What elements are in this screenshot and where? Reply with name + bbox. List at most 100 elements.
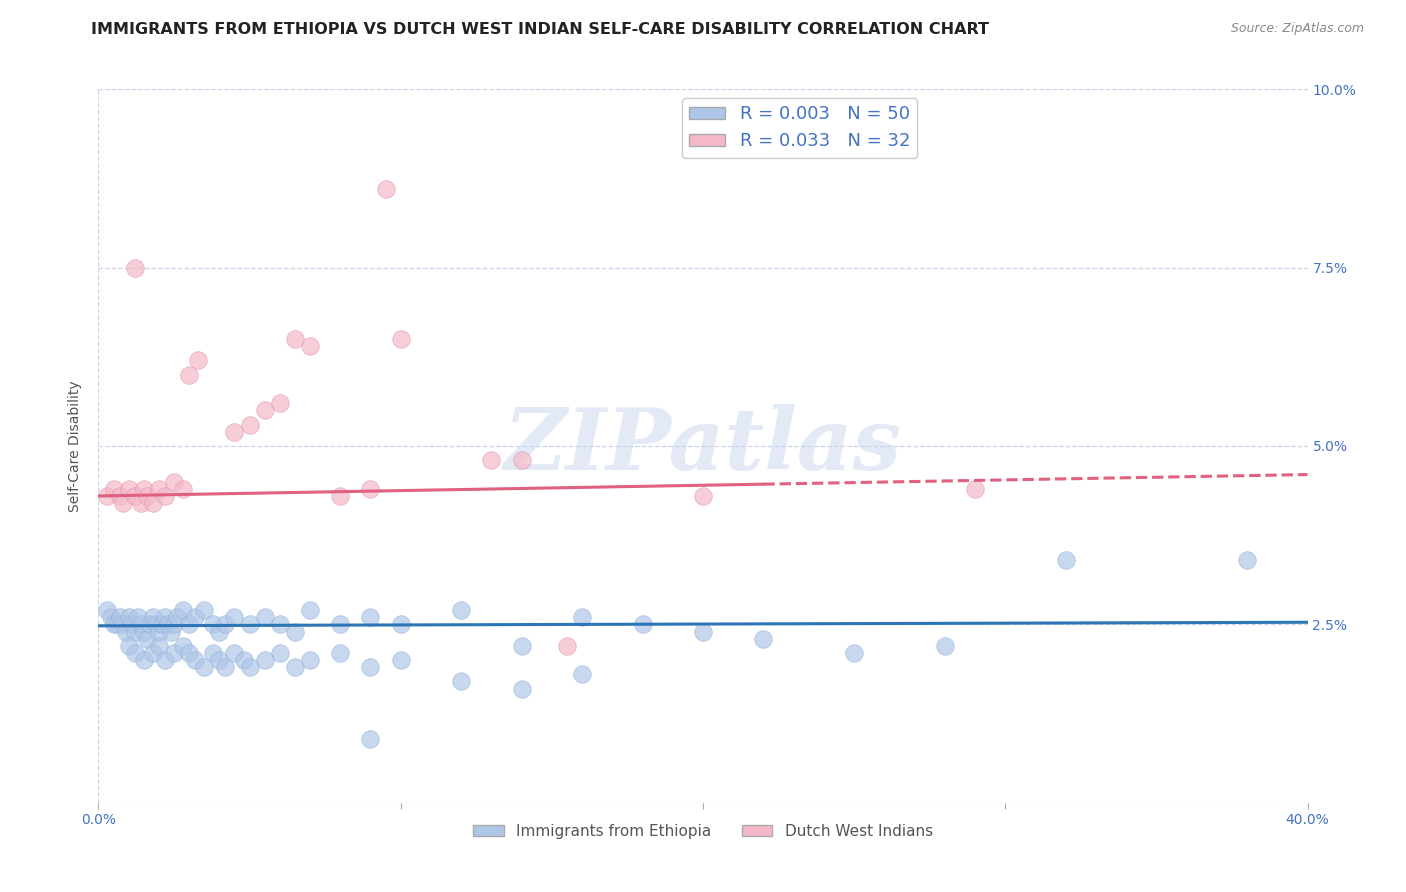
Point <box>139 617 162 632</box>
Point <box>103 617 125 632</box>
Point <box>118 639 141 653</box>
Point <box>269 617 291 632</box>
Point <box>450 603 472 617</box>
Point <box>132 482 155 496</box>
Point <box>224 425 246 439</box>
Point <box>132 624 155 639</box>
Point <box>269 646 291 660</box>
Point <box>224 646 246 660</box>
Point <box>124 624 146 639</box>
Point <box>121 617 143 632</box>
Point <box>172 639 194 653</box>
Point <box>1054 553 1077 567</box>
Point <box>299 653 322 667</box>
Point <box>360 731 382 746</box>
Point <box>232 653 254 667</box>
Point <box>96 603 118 617</box>
Point <box>163 475 186 489</box>
Point <box>389 617 412 632</box>
Point <box>239 617 262 632</box>
Point <box>299 603 322 617</box>
Point <box>193 660 215 674</box>
Point <box>374 182 396 196</box>
Point <box>124 646 146 660</box>
Point <box>172 482 194 496</box>
Point <box>127 610 149 624</box>
Point <box>631 617 654 632</box>
Point <box>224 610 246 624</box>
Point <box>360 610 382 624</box>
Point <box>135 632 157 646</box>
Point <box>156 617 179 632</box>
Point <box>844 646 866 660</box>
Point <box>555 639 578 653</box>
Point <box>450 674 472 689</box>
Point <box>153 610 176 624</box>
Point <box>389 332 412 346</box>
Point <box>148 482 170 496</box>
Text: ZIPatlas: ZIPatlas <box>503 404 903 488</box>
Point <box>253 403 276 417</box>
Point <box>145 617 167 632</box>
Point <box>571 667 593 681</box>
Point <box>111 617 134 632</box>
Point <box>692 489 714 503</box>
Point <box>132 653 155 667</box>
Point <box>208 653 231 667</box>
Point <box>148 624 170 639</box>
Point <box>284 624 307 639</box>
Point <box>135 489 157 503</box>
Point <box>752 632 775 646</box>
Point <box>100 610 122 624</box>
Point <box>114 624 136 639</box>
Point <box>329 617 352 632</box>
Point <box>481 453 503 467</box>
Point <box>692 624 714 639</box>
Point <box>118 482 141 496</box>
Point <box>111 496 134 510</box>
Point <box>360 660 382 674</box>
Point <box>934 639 956 653</box>
Point <box>214 660 236 674</box>
Point <box>253 653 276 667</box>
Point <box>163 617 186 632</box>
Point <box>160 624 183 639</box>
Legend: Immigrants from Ethiopia, Dutch West Indians: Immigrants from Ethiopia, Dutch West Ind… <box>467 818 939 845</box>
Point <box>142 610 165 624</box>
Point <box>239 660 262 674</box>
Point <box>172 603 194 617</box>
Point <box>510 681 533 696</box>
Point <box>103 482 125 496</box>
Point <box>214 617 236 632</box>
Point <box>108 610 131 624</box>
Point <box>299 339 322 353</box>
Point <box>105 617 128 632</box>
Point <box>118 610 141 624</box>
Point <box>124 489 146 503</box>
Point <box>269 396 291 410</box>
Point <box>284 660 307 674</box>
Point <box>184 653 207 667</box>
Point <box>184 610 207 624</box>
Point <box>329 646 352 660</box>
Point <box>239 417 262 432</box>
Point <box>208 624 231 639</box>
Point <box>129 617 152 632</box>
Point <box>360 482 382 496</box>
Point <box>179 646 201 660</box>
Point <box>202 617 225 632</box>
Point <box>96 489 118 503</box>
Point <box>202 646 225 660</box>
Point <box>163 646 186 660</box>
Point <box>1236 553 1258 567</box>
Text: Source: ZipAtlas.com: Source: ZipAtlas.com <box>1230 22 1364 36</box>
Text: IMMIGRANTS FROM ETHIOPIA VS DUTCH WEST INDIAN SELF-CARE DISABILITY CORRELATION C: IMMIGRANTS FROM ETHIOPIA VS DUTCH WEST I… <box>91 22 990 37</box>
Point <box>166 610 188 624</box>
Point <box>187 353 209 368</box>
Point <box>965 482 987 496</box>
Point <box>124 260 146 275</box>
Point <box>389 653 412 667</box>
Point <box>153 489 176 503</box>
Point <box>329 489 352 503</box>
Y-axis label: Self-Care Disability: Self-Care Disability <box>69 380 83 512</box>
